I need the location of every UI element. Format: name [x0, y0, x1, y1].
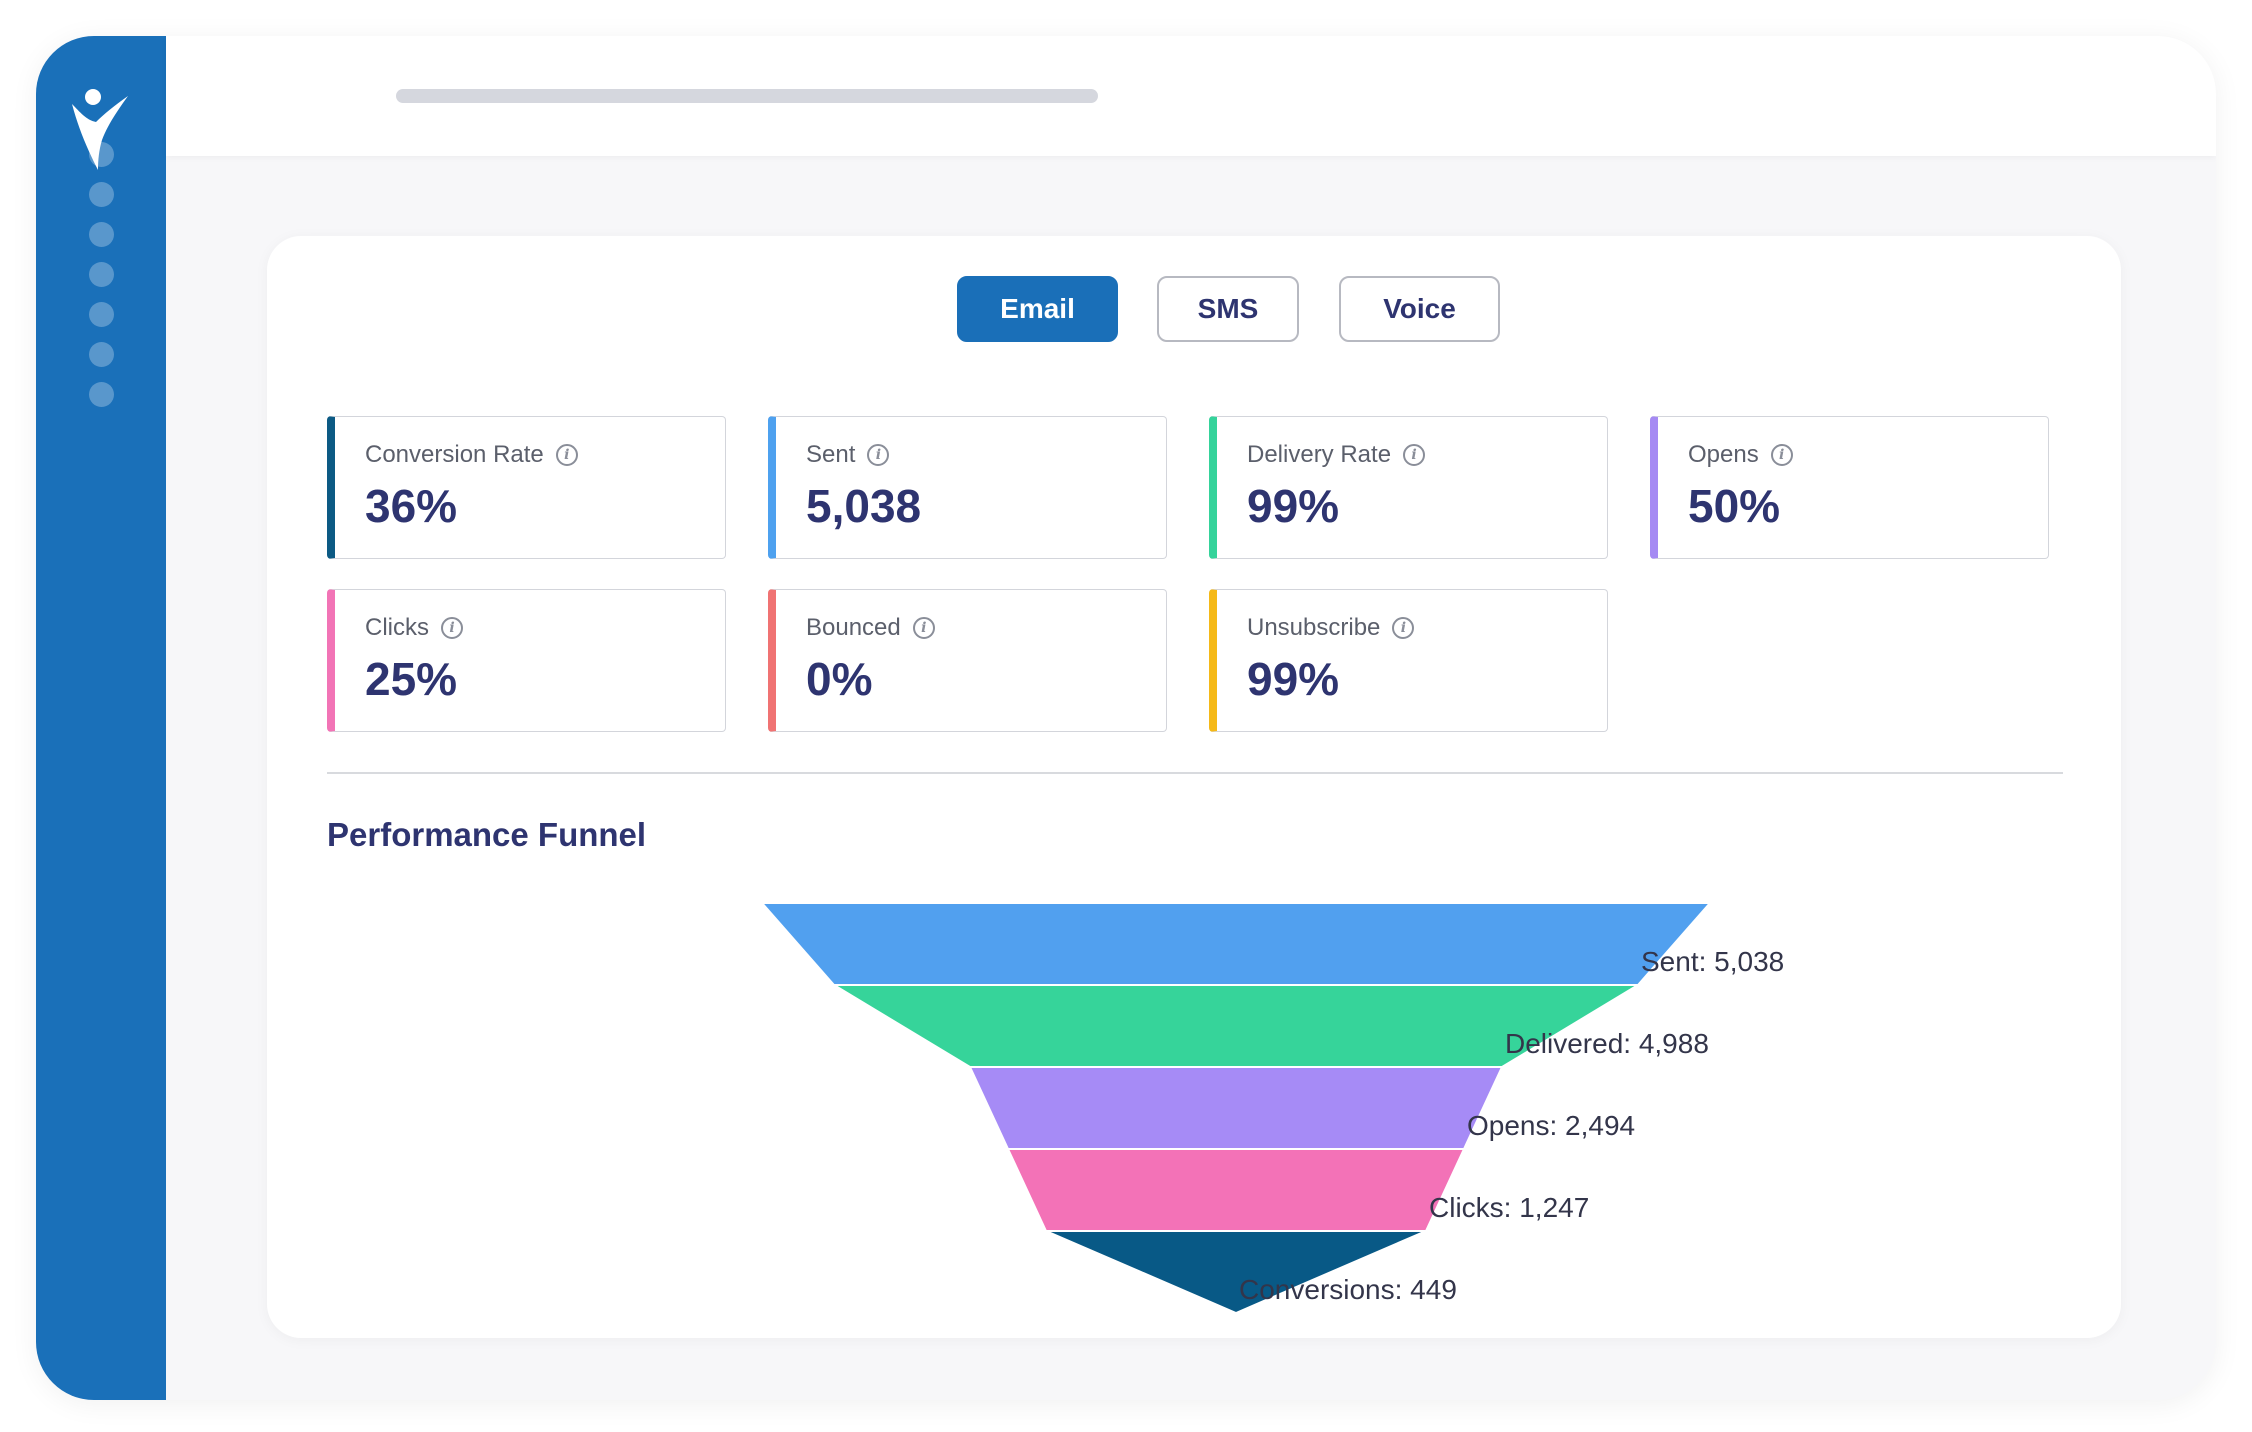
- metric-value: 50%: [1688, 480, 1781, 532]
- tab-voice[interactable]: Voice: [1339, 276, 1500, 342]
- funnel-stage-delivered[interactable]: [830, 984, 1642, 1068]
- sidebar-nav-item-2[interactable]: [89, 182, 114, 207]
- metric-label: Sent i: [806, 441, 890, 469]
- performance-funnel-chart: Sent: 5,038 Delivered: 4,988 Opens: 2,494 C…: [759, 902, 1784, 1315]
- sidebar: [36, 36, 166, 1400]
- metric-value: 0%: [806, 653, 873, 705]
- info-icon[interactable]: i: [1770, 444, 1793, 466]
- metric-value: 25%: [365, 653, 458, 705]
- sidebar-nav-item-7[interactable]: [89, 382, 114, 407]
- metric-label-text: Unsubscribe: [1247, 614, 1381, 641]
- metric-value: 99%: [1247, 480, 1340, 532]
- metric-label-text: Conversion Rate: [365, 441, 544, 468]
- metric-card-opens: Opens i 50%: [1650, 416, 2049, 559]
- funnel-stage-opens[interactable]: [968, 1066, 1504, 1150]
- metric-card-delivery-rate: Delivery Rate i 99%: [1209, 416, 1608, 559]
- funnel-label-opens: Opens: 2,494: [1467, 1110, 1635, 1141]
- sidebar-nav-item-6[interactable]: [89, 342, 114, 367]
- metric-card-bounced: Bounced i 0%: [768, 589, 1167, 732]
- funnel-stage-conversions[interactable]: [1045, 1230, 1427, 1315]
- search-bar-placeholder[interactable]: [396, 89, 1098, 103]
- metric-label-text: Opens: [1688, 441, 1759, 468]
- funnel-label-conversions: Conversions: 449: [1239, 1274, 1457, 1305]
- section-divider: [327, 772, 2063, 774]
- dashboard-card: Email SMS Voice Conversion Rate i 36% Sent i…: [267, 236, 2121, 1338]
- sidebar-nav-item-3[interactable]: [89, 222, 114, 247]
- tab-email[interactable]: Email: [957, 276, 1118, 342]
- metric-label: Conversion Rate i: [365, 441, 578, 469]
- sidebar-nav-item-4[interactable]: [89, 262, 114, 287]
- funnel-label-clicks: Clicks: 1,247: [1429, 1192, 1589, 1223]
- info-icon[interactable]: i: [1392, 617, 1415, 639]
- metric-value: 99%: [1247, 653, 1340, 705]
- tab-sms[interactable]: SMS: [1157, 276, 1299, 342]
- sidebar-nav-item-5[interactable]: [89, 302, 114, 327]
- sidebar-nav-item-1[interactable]: [89, 142, 114, 167]
- metric-label: Bounced i: [806, 614, 935, 642]
- brand-logo-icon[interactable]: [66, 84, 136, 174]
- top-bar: [166, 36, 2216, 156]
- info-icon[interactable]: i: [912, 617, 935, 639]
- metric-value: 36%: [365, 480, 458, 532]
- info-icon[interactable]: i: [1403, 444, 1426, 466]
- metric-label-text: Delivery Rate: [1247, 441, 1392, 468]
- metric-label-text: Sent: [806, 441, 856, 468]
- app-window: Email SMS Voice Conversion Rate i 36% Sent i…: [36, 36, 2216, 1400]
- funnel-label-sent: Sent: 5,038: [1641, 946, 1784, 977]
- funnel-label-delivered: Delivered: 4,988: [1505, 1028, 1709, 1059]
- metric-label-text: Bounced: [806, 614, 901, 641]
- metric-label: Clicks i: [365, 614, 463, 642]
- funnel-stage-clicks[interactable]: [1006, 1148, 1466, 1232]
- metric-card-clicks: Clicks i 25%: [327, 589, 726, 732]
- info-icon[interactable]: i: [555, 444, 578, 466]
- funnel-stage-sent[interactable]: [759, 902, 1713, 986]
- channel-tabs: Email SMS Voice: [267, 276, 2121, 344]
- metric-label: Unsubscribe i: [1247, 614, 1415, 642]
- metric-label: Opens i: [1688, 441, 1793, 469]
- metric-card-sent: Sent i 5,038: [768, 416, 1167, 559]
- metric-card-conversion-rate: Conversion Rate i 36%: [327, 416, 726, 559]
- metric-value: 5,038: [806, 480, 922, 532]
- metric-card-unsubscribe: Unsubscribe i 99%: [1209, 589, 1608, 732]
- info-icon[interactable]: i: [441, 617, 463, 639]
- metric-label-text: Clicks: [365, 614, 429, 641]
- metric-label: Delivery Rate i: [1247, 441, 1426, 469]
- section-title: Performance Funnel: [327, 816, 647, 853]
- info-icon[interactable]: i: [867, 444, 890, 466]
